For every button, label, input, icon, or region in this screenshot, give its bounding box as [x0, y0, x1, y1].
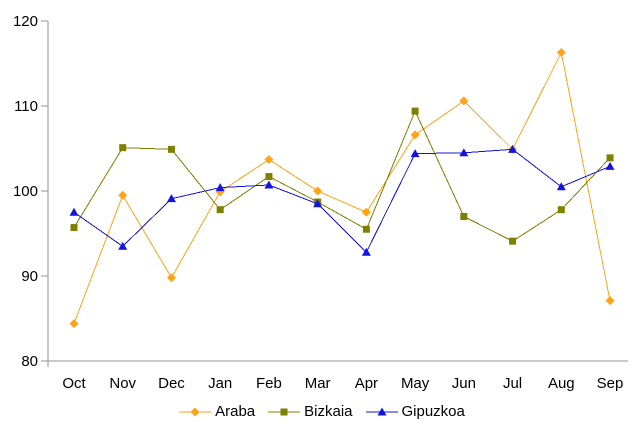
gipuzkoa-triangle-marker-icon	[361, 247, 371, 256]
legend-bizkaia-square-icon	[268, 408, 301, 415]
y-tick-label: 90	[21, 268, 38, 285]
x-tick-label: Apr	[355, 375, 378, 392]
bizkaia-square-marker-icon	[362, 225, 370, 233]
legend-gipuzkoa-triangle-icon	[365, 407, 398, 415]
gipuzkoa-triangle-marker-icon	[410, 149, 420, 158]
legend-item-gipuzkoa: Gipuzkoa	[365, 403, 465, 420]
bizkaia-square-marker-icon	[265, 173, 273, 181]
araba-diamond-marker-icon	[556, 47, 566, 57]
legend-item-araba: Araba	[179, 403, 255, 420]
x-tick-label: Sep	[597, 375, 624, 392]
x-tick-label: Jul	[503, 375, 522, 392]
araba-diamond-marker-icon	[459, 96, 469, 106]
legend: Araba Bizkaia Gipuzkoa	[0, 403, 644, 420]
legend-label: Gipuzkoa	[401, 403, 465, 420]
legend-item-bizkaia: Bizkaia	[268, 403, 353, 420]
bizkaia-square-marker-icon	[557, 206, 565, 214]
bizkaia-square-marker-icon	[509, 237, 517, 245]
series-line-gipuzkoa	[73, 148, 611, 254]
araba-diamond-marker-icon	[410, 130, 420, 140]
araba-diamond-marker-icon	[166, 273, 176, 283]
bizkaia-square-marker-icon	[460, 213, 468, 220]
y-tick-label: 100	[13, 183, 38, 200]
gipuzkoa-triangle-marker-icon	[508, 144, 518, 153]
x-tick-label: May	[401, 375, 430, 392]
gipuzkoa-triangle-marker-icon	[264, 180, 274, 189]
bizkaia-square-marker-icon	[119, 144, 127, 152]
gipuzkoa-triangle-marker-icon	[605, 161, 615, 170]
series-line-araba	[73, 50, 611, 324]
x-tick-label: Aug	[548, 375, 575, 392]
bizkaia-square-marker-icon	[70, 224, 78, 232]
legend-label: Araba	[215, 403, 256, 420]
x-tick-label: Feb	[256, 375, 282, 392]
y-tick-label: 80	[21, 353, 38, 370]
x-tick-label: Mar	[305, 375, 331, 392]
x-tick-label: Dec	[158, 375, 185, 392]
diamond-icon	[190, 407, 200, 416]
araba-diamond-marker-icon	[361, 207, 371, 217]
legend-label: Bizkaia	[304, 403, 353, 420]
bizkaia-square-marker-icon	[167, 145, 175, 153]
gipuzkoa-triangle-marker-icon	[215, 183, 225, 192]
araba-diamond-marker-icon	[605, 296, 615, 306]
triangle-icon	[377, 407, 386, 415]
gipuzkoa-triangle-marker-icon	[459, 148, 469, 157]
bizkaia-square-marker-icon	[606, 154, 614, 162]
x-tick-label: Oct	[62, 375, 86, 392]
gipuzkoa-triangle-marker-icon	[166, 194, 176, 203]
gipuzkoa-triangle-marker-icon	[556, 182, 566, 191]
araba-diamond-marker-icon	[69, 319, 79, 329]
y-tick-label: 120	[13, 13, 38, 30]
bizkaia-square-marker-icon	[411, 107, 419, 115]
series-line-bizkaia	[73, 109, 611, 242]
x-tick-label: Jan	[208, 375, 232, 392]
square-icon	[280, 408, 288, 415]
gipuzkoa-triangle-marker-icon	[313, 199, 323, 208]
legend-araba-diamond-icon	[179, 407, 212, 416]
araba-diamond-marker-icon	[264, 155, 274, 165]
araba-diamond-marker-icon	[118, 190, 128, 200]
araba-diamond-marker-icon	[313, 186, 323, 196]
bizkaia-square-marker-icon	[216, 206, 224, 214]
x-tick-label: Nov	[109, 375, 136, 392]
x-tick-label: Jun	[452, 375, 476, 392]
y-tick-label: 110	[14, 98, 38, 115]
gipuzkoa-triangle-marker-icon	[69, 207, 79, 216]
gipuzkoa-triangle-marker-icon	[118, 241, 128, 250]
